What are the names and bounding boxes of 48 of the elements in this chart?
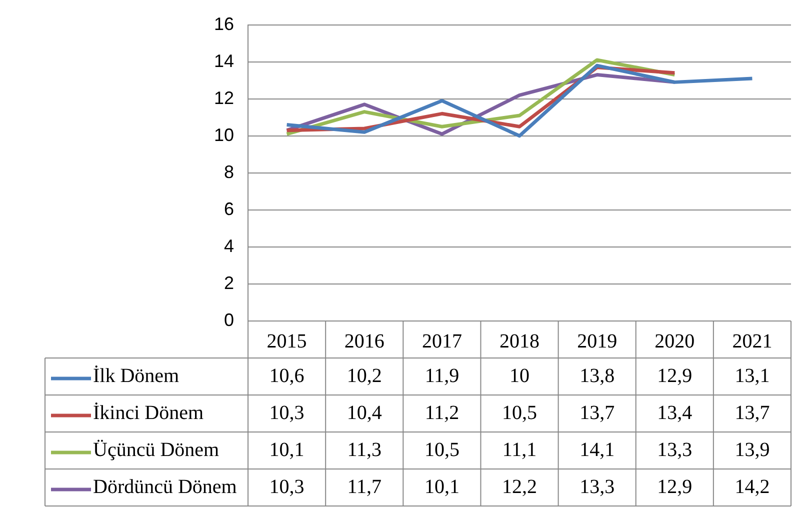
y-tick-label: 10 xyxy=(214,124,234,145)
legend-label: İkinci Dönem xyxy=(93,402,204,424)
data-label: 10,3 xyxy=(269,476,304,498)
y-tick-label: 8 xyxy=(224,162,234,182)
text: 13,9 xyxy=(734,438,770,461)
data-label: 13,4 xyxy=(657,402,692,424)
data-label: 13,3 xyxy=(580,476,615,498)
data-label: 10,1 xyxy=(269,438,304,461)
y-tick-label: 4 xyxy=(224,236,234,256)
x-tick-label: 2020 xyxy=(654,330,695,352)
y-tick-label: 12 xyxy=(214,88,234,108)
data-label: 12,9 xyxy=(657,364,692,387)
data-label: 11,9 xyxy=(424,364,460,387)
data-label: 10,4 xyxy=(346,402,382,424)
legend-label: İlk Dönem xyxy=(93,364,180,387)
x-tick-label: 2015 xyxy=(266,330,307,352)
data-label: 11,7 xyxy=(347,476,382,498)
y-tick-label: 16 xyxy=(214,14,234,34)
data-label: 10,6 xyxy=(269,364,304,387)
data-label: 13,3 xyxy=(657,438,692,461)
x-tick-label: 2017 xyxy=(422,330,462,352)
y-tick-label: 0 xyxy=(224,310,234,330)
data-label: 10,5 xyxy=(424,438,460,461)
data-label: 11,1 xyxy=(502,438,537,461)
data-label: 12,9 xyxy=(657,476,692,498)
data-label: 11,2 xyxy=(424,402,460,424)
x-tick-label: 2021 xyxy=(732,330,772,352)
text: 14,2 xyxy=(734,476,770,498)
data-label: 10,3 xyxy=(269,402,304,424)
y-tick-label: 6 xyxy=(224,198,234,219)
legend-label: Üçüncü Dönem xyxy=(93,438,220,461)
x-tick-label: 2019 xyxy=(577,330,618,352)
data-label: 14,1 xyxy=(580,438,615,461)
y-tick-label: 2 xyxy=(224,272,234,293)
data-label: 10,5 xyxy=(502,402,538,424)
data-label: 13,8 xyxy=(580,364,615,387)
x-tick-label: 2018 xyxy=(500,330,540,352)
data-label: 10,2 xyxy=(346,364,382,387)
data-label: 13,1 xyxy=(734,364,770,387)
legend-label: Dördüncü Dönem xyxy=(93,476,238,498)
data-label: 11,3 xyxy=(347,438,382,461)
y-tick-label: 14 xyxy=(214,50,234,71)
x-tick-label: 2016 xyxy=(344,330,384,352)
data-label: 13,7 xyxy=(580,402,615,424)
text: 13,7 xyxy=(734,402,770,424)
data-label: 10,1 xyxy=(424,476,460,498)
data-label: 10 xyxy=(510,364,530,387)
data-label: 12,2 xyxy=(502,476,538,498)
